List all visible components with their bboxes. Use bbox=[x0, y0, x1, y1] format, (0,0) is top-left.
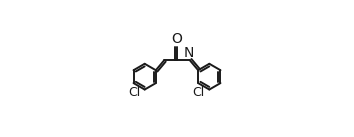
Text: Cl: Cl bbox=[128, 86, 140, 99]
Text: Cl: Cl bbox=[193, 86, 205, 99]
Text: O: O bbox=[172, 32, 182, 46]
Text: N: N bbox=[184, 46, 194, 60]
